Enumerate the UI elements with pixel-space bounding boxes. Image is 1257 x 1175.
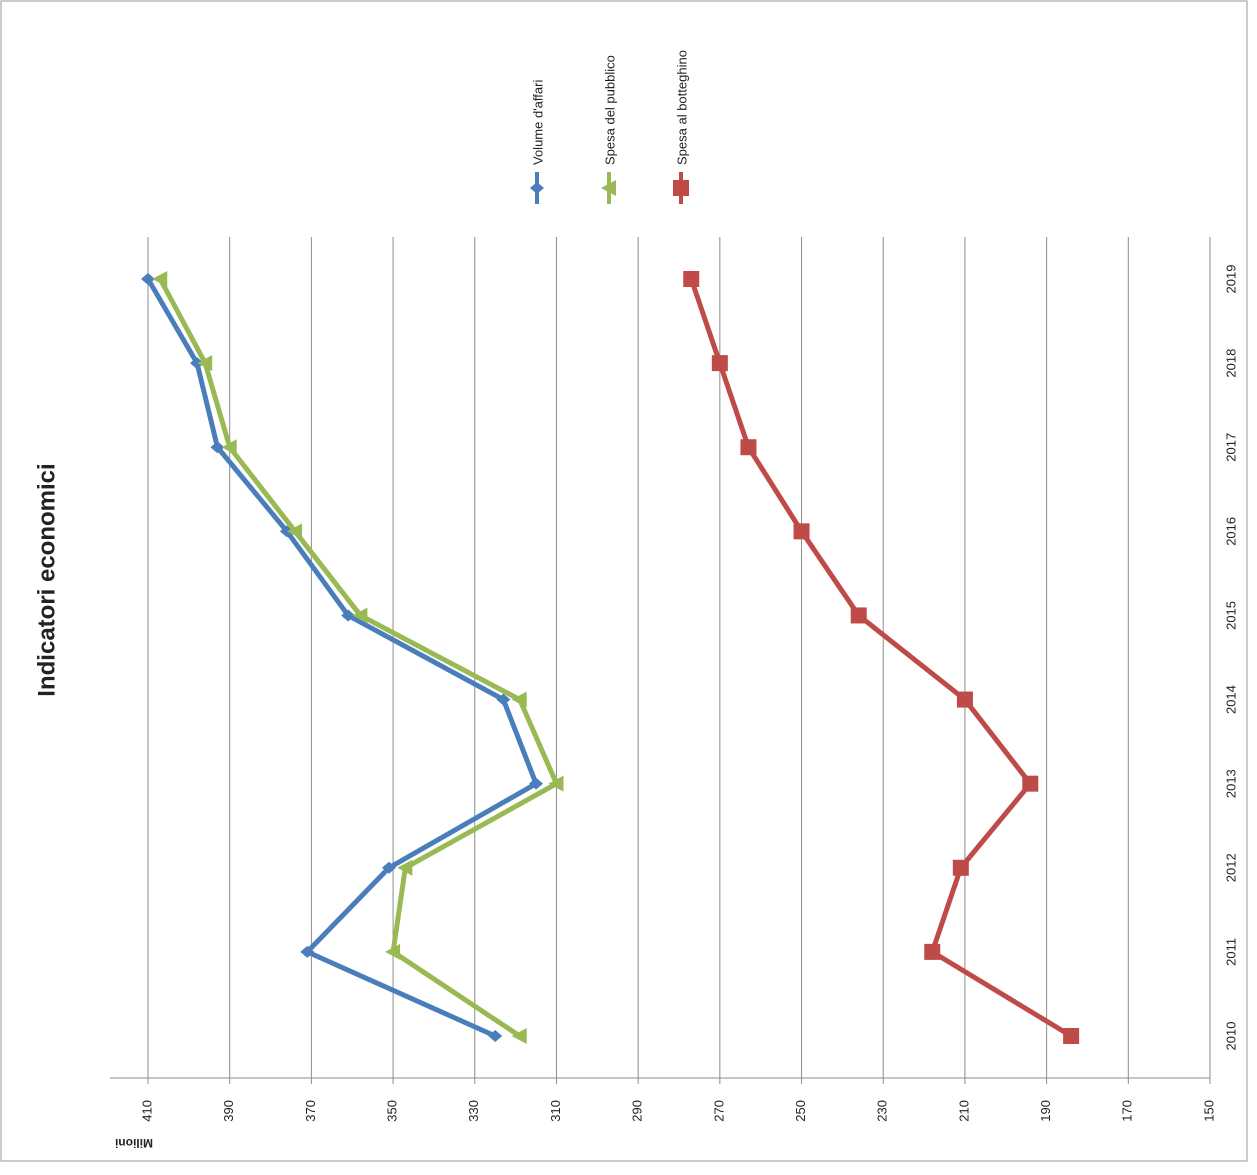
y-tick-label: 370: [303, 1100, 318, 1122]
marker: [190, 357, 205, 370]
marker: [601, 180, 616, 196]
series-line: [145, 277, 539, 1039]
marker: [197, 355, 213, 372]
x-tick-label: 2010: [1223, 1022, 1238, 1051]
y-tick-label: 310: [548, 1100, 563, 1122]
marker: [381, 861, 396, 874]
marker: [287, 523, 303, 540]
marker: [548, 775, 564, 792]
marker: [683, 271, 700, 287]
y-tick-label: 170: [1120, 1100, 1135, 1122]
marker: [956, 691, 973, 708]
marker: [529, 777, 544, 790]
x-tick-label: 2011: [1223, 938, 1238, 966]
marker: [793, 523, 810, 540]
x-tick-label: 2017: [1223, 433, 1238, 462]
series-line: [688, 278, 1073, 1039]
marker: [341, 609, 356, 622]
marker: [221, 439, 237, 456]
y-tick-label: 270: [711, 1100, 726, 1122]
axis-label: Milioni: [115, 1136, 153, 1150]
marker: [740, 439, 757, 456]
marker: [385, 943, 401, 960]
y-tick-label: 350: [385, 1100, 400, 1122]
y-tick-label: 410: [139, 1100, 154, 1122]
marker: [924, 943, 941, 960]
series-line: [158, 277, 559, 1039]
marker: [711, 355, 728, 372]
marker: [511, 691, 527, 708]
x-tick-label: 2019: [1223, 265, 1238, 294]
marker: [300, 945, 315, 958]
x-tick-label: 2012: [1223, 853, 1238, 882]
marker: [952, 859, 969, 876]
y-tick-label: 290: [630, 1100, 645, 1122]
chart-title: Indicatori economici: [33, 463, 60, 696]
marker: [352, 607, 368, 624]
marker: [530, 182, 544, 194]
marker: [496, 693, 511, 706]
x-tick-label: 2018: [1223, 349, 1238, 378]
marker: [850, 607, 867, 624]
y-tick-label: 210: [956, 1100, 971, 1122]
marker: [397, 859, 413, 876]
y-tick-label: 230: [875, 1100, 890, 1122]
x-tick-label: 2014: [1223, 685, 1238, 714]
y-tick-label: 190: [1038, 1100, 1053, 1122]
legend-label: Spesa al botteghino: [674, 50, 689, 165]
y-tick-label: 390: [221, 1100, 236, 1122]
y-tick-label: 250: [793, 1100, 808, 1122]
x-tick-label: 2013: [1223, 769, 1238, 798]
marker: [488, 1030, 503, 1042]
marker: [1063, 1028, 1080, 1044]
marker: [1022, 775, 1039, 792]
marker: [152, 271, 168, 287]
marker: [141, 273, 155, 285]
legend-label: Volume d'affari: [530, 80, 545, 165]
x-tick-label: 2015: [1223, 601, 1238, 630]
legend-label: Spesa del pubblico: [602, 55, 617, 165]
x-tick-label: 2016: [1223, 517, 1238, 546]
marker: [511, 1028, 527, 1044]
marker: [210, 441, 225, 454]
y-tick-label: 330: [466, 1100, 481, 1122]
y-tick-label: 150: [1201, 1100, 1216, 1122]
marker: [673, 180, 689, 196]
